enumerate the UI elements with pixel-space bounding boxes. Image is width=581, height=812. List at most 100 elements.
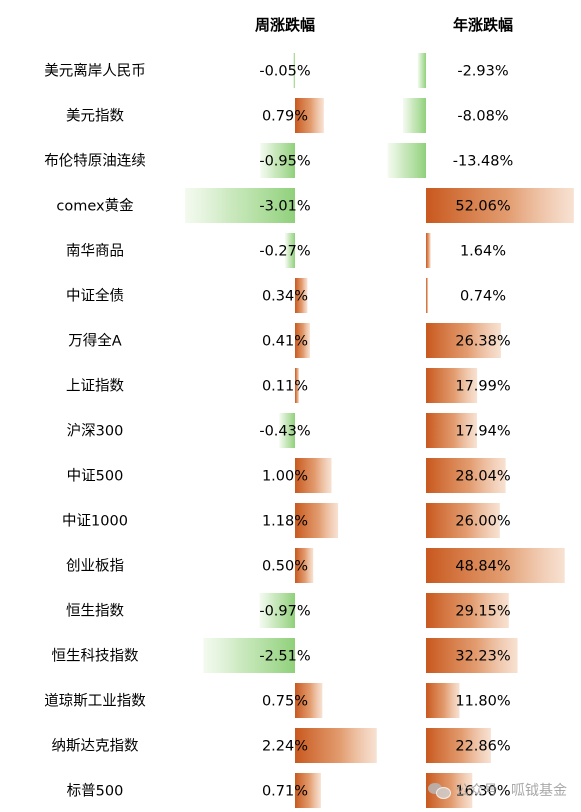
row-label: comex黄金 [56, 198, 134, 215]
table-row: 恒生指数 -0.97% 29.15% [66, 593, 511, 628]
row-label: 纳斯达克指数 [52, 738, 139, 755]
yearly-value-label: 29.15% [455, 604, 510, 620]
weekly-value-label: 0.75% [262, 694, 308, 710]
table-row: 万得全A 0.41% 26.38% [68, 323, 511, 358]
row-label: 美元离岸人民币 [44, 63, 146, 80]
yearly-value-label: 0.74% [460, 289, 506, 305]
weekly-value-label: -0.05% [259, 64, 310, 80]
weekly-value-label: -0.95% [259, 154, 310, 170]
yearly-value-label: 26.38% [455, 334, 510, 350]
row-label: 万得全A [68, 332, 121, 350]
weekly-bar [279, 413, 295, 448]
weekly-value-label: 1.18% [262, 514, 308, 530]
weekly-bar [260, 143, 295, 178]
table-row: 恒生科技指数 -2.51% 32.23% [52, 638, 518, 673]
yearly-value-label: 26.00% [455, 514, 510, 530]
weekly-value-label: -0.43% [259, 424, 310, 440]
yearly-bar [426, 233, 431, 268]
weekly-bar [295, 323, 310, 358]
weekly-bar [295, 773, 321, 808]
yearly-value-label: -8.08% [457, 109, 508, 125]
yearly-value-label: 52.06% [455, 199, 510, 215]
row-label: 上证指数 [66, 378, 124, 395]
weekly-bar [295, 548, 314, 583]
yearly-value-label: -2.93% [457, 64, 508, 80]
yearly-bar [426, 368, 478, 403]
yearly-value-label: 22.86% [455, 739, 510, 755]
table-row: 上证指数 0.11% 17.99% [66, 368, 511, 403]
weekly-bar [259, 593, 295, 628]
table-row: 中证1000 1.18% 26.00% [62, 503, 511, 538]
yearly-value-label: 17.99% [455, 379, 510, 395]
yearly-bar [426, 728, 491, 763]
table-row: 布伦特原油连续 -0.95% -13.48% [44, 143, 513, 178]
row-label: 中证1000 [62, 513, 128, 530]
weekly-bar [295, 278, 308, 313]
table-row: comex黄金 -3.01% 52.06% [56, 188, 574, 223]
row-label: 布伦特原油连续 [44, 153, 146, 170]
yearly-value-label: 28.04% [455, 469, 510, 485]
yearly-value-label: 32.23% [455, 649, 510, 665]
watermark-text: 公众号 · 呱钺基金 [455, 783, 567, 799]
weekly-bar [295, 503, 339, 538]
row-label: 恒生指数 [66, 603, 124, 620]
weekly-value-label: 0.71% [262, 784, 308, 800]
weekly-value-label: -0.27% [259, 244, 310, 260]
weekly-bar [295, 458, 332, 493]
yearly-value-label: 16.30% [455, 784, 510, 800]
yearly-bar [387, 143, 426, 178]
table-row: 创业板指 0.50% 48.84% [66, 548, 565, 583]
yearly-bar [403, 98, 426, 133]
yearly-bar [426, 413, 477, 448]
weekly-bar [295, 683, 323, 718]
weekly-value-label: 0.11% [262, 379, 308, 395]
row-label: 道琼斯工业指数 [44, 693, 146, 710]
weekly-value-label: 0.79% [262, 109, 308, 125]
table-row: 沪深300 -0.43% 17.94% [67, 413, 511, 448]
weekly-bar [285, 233, 295, 268]
yearly-bar [426, 638, 518, 673]
weekly-value-label: 1.00% [262, 469, 308, 485]
yearly-value-label: 1.64% [460, 244, 506, 260]
weekly-value-label: 0.41% [262, 334, 308, 350]
yearly-bar [426, 548, 565, 583]
row-label: 创业板指 [66, 557, 124, 575]
weekly-value-label: -0.97% [259, 604, 310, 620]
weekly-bar [295, 728, 377, 763]
yearly-bar [426, 503, 500, 538]
weekly-value-label: -3.01% [259, 199, 310, 215]
row-label: 恒生科技指数 [52, 648, 139, 665]
row-label: 南华商品 [66, 243, 124, 260]
yearly-bar [426, 323, 501, 358]
yearly-value-label: 17.94% [455, 424, 510, 440]
weekly-bar [203, 638, 295, 673]
wechat-icon [427, 781, 451, 799]
row-label: 标普500 [67, 783, 124, 800]
yearly-bar [426, 188, 574, 223]
table-row: 美元指数 0.79% -8.08% [66, 98, 509, 133]
yearly-column-header: 年涨跌幅 [453, 16, 513, 34]
watermark: 公众号 · 呱钺基金 [427, 780, 567, 800]
yearly-bar [417, 53, 426, 88]
yearly-bar [426, 458, 506, 493]
weekly-bar [295, 368, 300, 403]
table-row: 道琼斯工业指数 0.75% 11.80% [44, 683, 511, 718]
table-row: 纳斯达克指数 2.24% 22.86% [52, 728, 511, 763]
yearly-value-label: 48.84% [455, 559, 510, 575]
table-row: 美元离岸人民币 -0.05% -2.93% [44, 53, 509, 88]
weekly-bar [293, 53, 295, 88]
weekly-value-label: 0.34% [262, 289, 308, 305]
weekly-column-header: 周涨跌幅 [255, 16, 315, 34]
yearly-bar [426, 278, 429, 313]
table-row: 中证500 1.00% 28.04% [67, 458, 511, 493]
row-label: 中证全债 [66, 287, 124, 305]
table-row: 中证全债 0.34% 0.74% [66, 278, 506, 313]
weekly-value-label: 0.50% [262, 559, 308, 575]
yearly-bar [426, 593, 509, 628]
row-label: 沪深300 [67, 423, 124, 440]
table-row: 标普500 0.71% 16.30% [67, 773, 511, 808]
yearly-value-label: 11.80% [455, 694, 510, 710]
row-label: 美元指数 [66, 108, 124, 125]
weekly-bar [185, 188, 295, 223]
